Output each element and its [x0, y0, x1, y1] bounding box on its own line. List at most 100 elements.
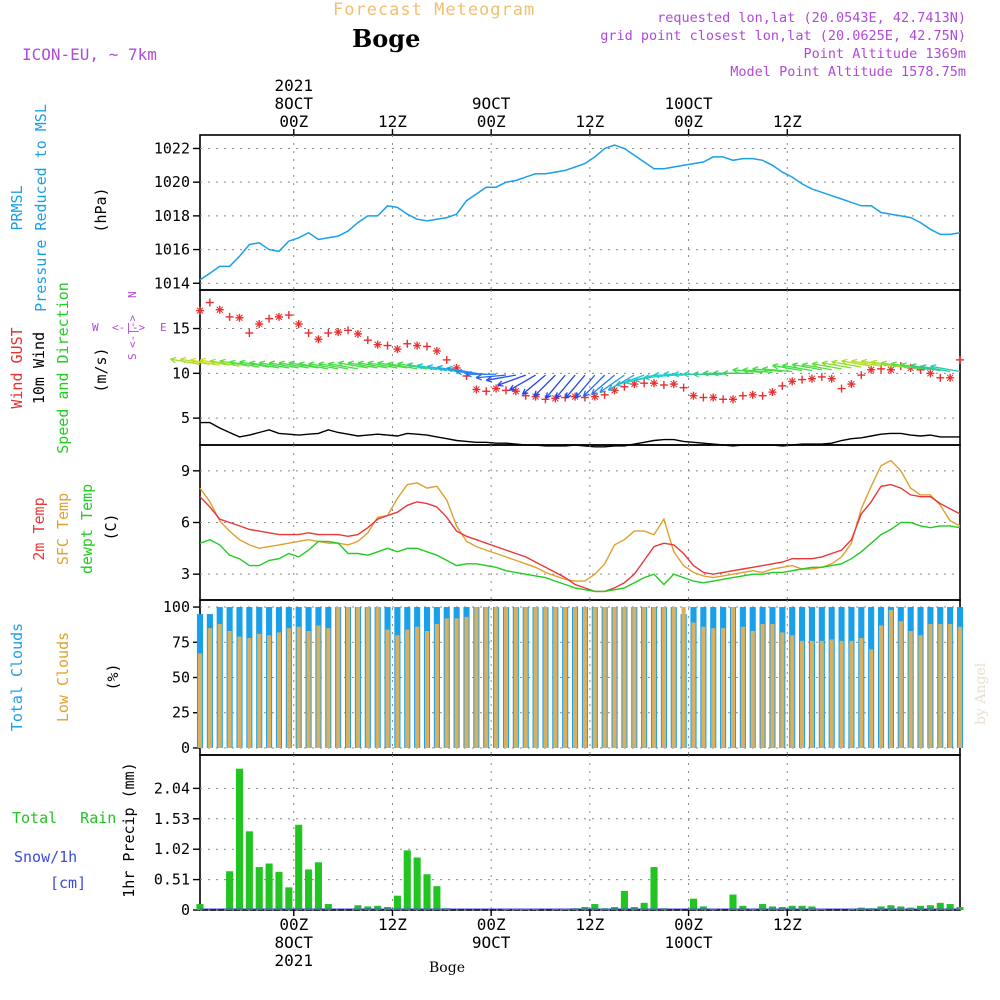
- gust-marker: [501, 386, 510, 395]
- low-cloud-bar: [681, 607, 686, 748]
- prmsl-label: PRMSL: [8, 185, 26, 230]
- low-cloud-bar: [839, 640, 844, 748]
- low-cloud-bar: [642, 607, 647, 748]
- low-cloud-bar: [237, 636, 242, 748]
- top-time-label: 8OCT: [275, 94, 314, 113]
- gust-marker: [442, 355, 451, 364]
- gridpoint-coords: grid point closest lon,lat (20.0625E, 42…: [600, 28, 966, 44]
- gust-marker: [196, 306, 204, 315]
- compass-n: N: [126, 291, 139, 298]
- bottom-time-label: 2021: [275, 951, 314, 970]
- gust-marker: [857, 371, 866, 380]
- wind-arrow: [880, 360, 911, 369]
- low-cloud-bar: [513, 607, 518, 748]
- gust-marker: [541, 395, 550, 404]
- low-cloud-bar: [711, 628, 716, 748]
- low-cloud-bar: [316, 625, 321, 748]
- gust-marker: [798, 375, 807, 384]
- rain-bar: [364, 906, 372, 910]
- rain-bar: [650, 867, 658, 910]
- gust-marker: [768, 388, 777, 397]
- wind-arrow: [258, 360, 289, 369]
- low-cloud-bar: [543, 607, 548, 748]
- rain-bar: [324, 904, 332, 910]
- low-cloud-bar: [721, 628, 726, 748]
- wind-arrow: [930, 364, 961, 373]
- gust-marker: [255, 320, 264, 329]
- low-cloud-bar: [928, 623, 933, 748]
- gust-marker: [511, 387, 520, 396]
- rain-bar: [226, 871, 234, 910]
- y-tick-label: 1016: [154, 241, 190, 259]
- y-tick-label: 25: [172, 704, 190, 722]
- gust-marker: [669, 380, 678, 389]
- gust-marker: [413, 341, 422, 350]
- low-cloud-bar: [780, 632, 785, 748]
- wind-arrow: [752, 366, 783, 373]
- low-cloud-bar: [869, 649, 874, 748]
- bottom-time-label: 8OCT: [275, 933, 314, 952]
- low-cloud-bar: [948, 623, 953, 748]
- low-cloud-bar: [829, 639, 834, 748]
- y-tick-label: 0: [181, 739, 190, 757]
- total-rain-label: Total Rain: [12, 809, 116, 827]
- y-tick-label: 75: [172, 633, 190, 651]
- y-tick-label: 2.04: [154, 779, 190, 797]
- low-cloud-bar: [355, 607, 360, 748]
- gust-marker: [205, 298, 214, 307]
- wind-arrow: [900, 362, 931, 371]
- rain-bar: [689, 898, 698, 910]
- gust-marker: [728, 395, 737, 404]
- rain-bar: [305, 869, 313, 910]
- wind-gust-label: Wind GUST: [8, 327, 26, 408]
- low-cloud-bar: [484, 607, 489, 748]
- rain-bar: [640, 902, 648, 910]
- top-time-label: 00Z: [674, 112, 703, 131]
- low-cloud-bar: [503, 607, 509, 748]
- wind-unit-label: (m/s): [92, 347, 110, 392]
- wind-direction-label: Speed and Direction: [54, 282, 72, 454]
- bottom-time-label: 12Z: [575, 915, 604, 934]
- rain-bar: [245, 831, 253, 910]
- gust-marker: [403, 339, 412, 348]
- low-cloud-bar: [444, 618, 449, 748]
- wind-arrow: [811, 361, 842, 370]
- rain-bar: [729, 894, 737, 910]
- low-cloud-bar: [651, 607, 657, 748]
- wind-arrow: [347, 360, 378, 369]
- wind-arrow: [268, 360, 299, 369]
- low-cloud-bar: [405, 629, 410, 748]
- y-tick-label: 0: [181, 901, 190, 919]
- low-cloud-bar: [770, 623, 775, 748]
- y-tick-label: 6: [181, 514, 190, 532]
- y-tick-label: 1014: [154, 274, 190, 292]
- low-cloud-bar: [888, 609, 893, 748]
- product-title: Forecast Meteogram: [333, 0, 536, 20]
- gust-marker: [778, 381, 787, 390]
- low-cloud-bar: [296, 626, 301, 748]
- bottom-time-label: 12Z: [773, 915, 802, 934]
- gust-marker: [344, 326, 353, 335]
- low-cloud-bar: [286, 628, 291, 748]
- low-cloud-bar: [375, 607, 380, 748]
- top-time-label: 10OCT: [664, 94, 713, 113]
- gust-marker: [877, 364, 886, 373]
- gust-marker: [393, 345, 402, 354]
- top-time-label: 2021: [275, 76, 314, 95]
- low-cloud-bar: [809, 640, 815, 748]
- gust-marker: [304, 329, 313, 338]
- y-tick-label: 100: [163, 598, 190, 616]
- low-cloud-bar: [908, 631, 913, 748]
- low-cloud-bar: [572, 607, 578, 748]
- rain-bar: [739, 905, 747, 910]
- gust-marker: [719, 395, 728, 404]
- compass-w: W: [92, 321, 99, 334]
- wind-arrow: [426, 364, 457, 373]
- low-cloud-bar: [563, 607, 568, 748]
- low-cloud-bar: [730, 607, 736, 748]
- point-altitude: Point Altitude 1369m: [803, 46, 966, 62]
- precip-frame: [199, 754, 961, 911]
- y-tick-label: 15: [172, 320, 190, 338]
- wind-arrow: [397, 361, 428, 370]
- top-time-label: 00Z: [477, 112, 506, 131]
